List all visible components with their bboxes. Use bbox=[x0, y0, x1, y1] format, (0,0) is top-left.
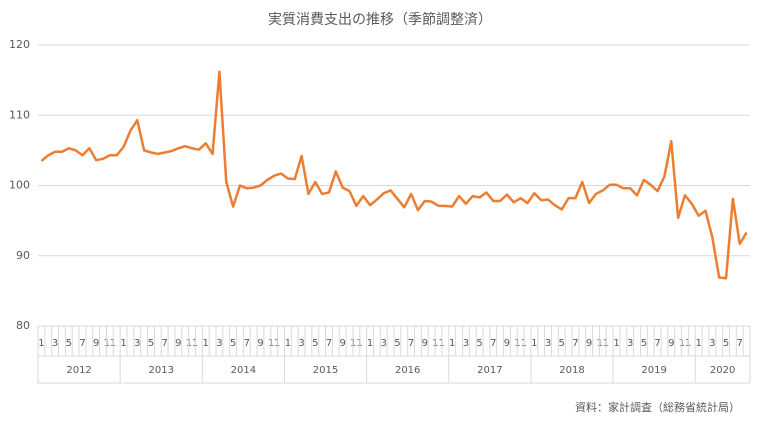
year-label: 2018 bbox=[559, 365, 584, 376]
y-tick-label: 80 bbox=[16, 319, 30, 332]
x-tick-label: 5 bbox=[66, 338, 72, 349]
year-label: 2015 bbox=[313, 365, 338, 376]
x-tick-label: 7 bbox=[408, 338, 414, 349]
x-tick-label: 7 bbox=[654, 338, 660, 349]
x-tick-label: 7 bbox=[161, 338, 167, 349]
x-tick-label: 11 bbox=[432, 338, 445, 349]
x-tick-label: 1 bbox=[285, 338, 291, 349]
x-tick-label: 1 bbox=[695, 338, 701, 349]
x-tick-label: 7 bbox=[79, 338, 85, 349]
x-tick-label: 11 bbox=[350, 338, 363, 349]
data-line bbox=[40, 70, 748, 280]
x-tick-label: 3 bbox=[298, 338, 304, 349]
x-tick-label: 7 bbox=[737, 338, 743, 349]
x-tick-label: 1 bbox=[613, 338, 619, 349]
x-tick-label: 7 bbox=[490, 338, 496, 349]
x-tick-label: 9 bbox=[668, 338, 674, 349]
x-tick-label: 5 bbox=[394, 338, 400, 349]
year-label: 2012 bbox=[66, 365, 91, 376]
x-tick-label: 5 bbox=[641, 338, 647, 349]
x-tick-label: 1 bbox=[38, 338, 44, 349]
x-tick-label: 3 bbox=[709, 338, 715, 349]
y-tick-label: 110 bbox=[9, 108, 30, 121]
year-label: 2019 bbox=[641, 365, 666, 376]
x-tick-label: 11 bbox=[104, 338, 117, 349]
x-tick-label: 5 bbox=[559, 338, 565, 349]
y-tick-label: 90 bbox=[16, 249, 30, 262]
year-label: 2017 bbox=[477, 365, 502, 376]
year-label: 2013 bbox=[149, 365, 174, 376]
x-tick-label: 5 bbox=[230, 338, 236, 349]
x-tick-label: 3 bbox=[627, 338, 633, 349]
year-label: 2020 bbox=[710, 365, 735, 376]
x-tick-label: 11 bbox=[514, 338, 527, 349]
x-tick-label: 11 bbox=[679, 338, 692, 349]
x-tick-label: 7 bbox=[244, 338, 250, 349]
x-tick-label: 11 bbox=[268, 338, 281, 349]
x-tick-label: 1 bbox=[120, 338, 126, 349]
x-tick-label: 1 bbox=[449, 338, 455, 349]
x-tick-label: 3 bbox=[463, 338, 469, 349]
x-tick-label: 9 bbox=[422, 338, 428, 349]
x-tick-label: 1 bbox=[531, 338, 537, 349]
x-tick-label: 11 bbox=[186, 338, 199, 349]
x-tick-label: 1 bbox=[367, 338, 373, 349]
y-tick-label: 120 bbox=[9, 38, 30, 51]
x-tick-label: 3 bbox=[545, 338, 551, 349]
x-tick-label: 11 bbox=[596, 338, 609, 349]
year-label: 2016 bbox=[395, 365, 420, 376]
x-tick-label: 9 bbox=[504, 338, 510, 349]
x-tick-label: 3 bbox=[134, 338, 140, 349]
x-tick-label: 3 bbox=[52, 338, 58, 349]
x-tick-label: 9 bbox=[257, 338, 263, 349]
x-tick-label: 9 bbox=[93, 338, 99, 349]
chart-title: 実質消費支出の推移（季節調整済） bbox=[268, 11, 492, 28]
x-tick-label: 3 bbox=[216, 338, 222, 349]
y-tick-label: 100 bbox=[9, 179, 30, 192]
x-tick-label: 5 bbox=[312, 338, 318, 349]
x-tick-label: 5 bbox=[148, 338, 154, 349]
year-label: 2014 bbox=[231, 365, 256, 376]
x-tick-label: 9 bbox=[586, 338, 592, 349]
x-tick-label: 5 bbox=[476, 338, 482, 349]
x-tick-label: 9 bbox=[175, 338, 181, 349]
source-note: 資料：家計調査（総務省統計局） bbox=[575, 400, 740, 414]
x-tick-label: 7 bbox=[326, 338, 332, 349]
x-tick-label: 1 bbox=[203, 338, 209, 349]
x-tick-label: 7 bbox=[572, 338, 578, 349]
x-tick-label: 3 bbox=[381, 338, 387, 349]
x-tick-label: 9 bbox=[339, 338, 345, 349]
x-tick-label: 5 bbox=[723, 338, 729, 349]
